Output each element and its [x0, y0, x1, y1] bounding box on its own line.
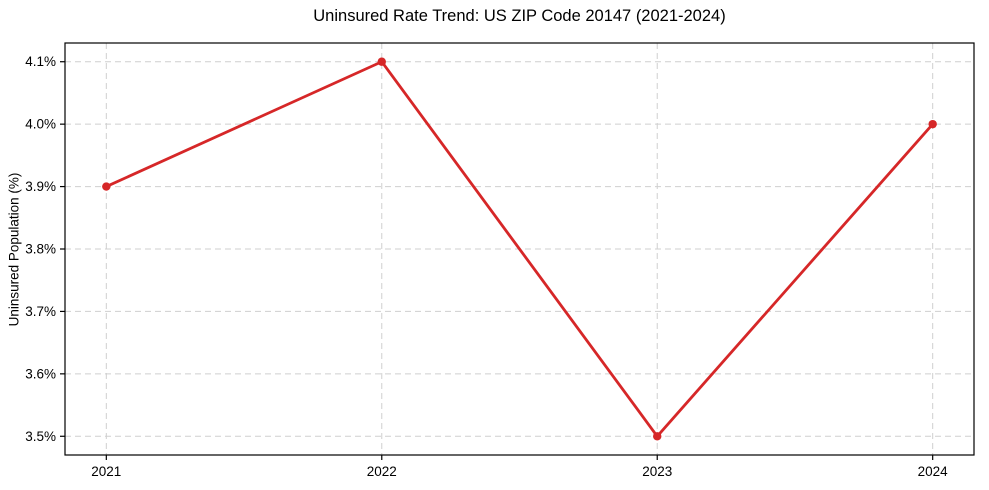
y-tick-label: 3.8%: [25, 242, 56, 257]
y-tick-label: 3.6%: [25, 366, 56, 381]
data-point-marker: [928, 119, 937, 129]
y-tick-label: 4.0%: [25, 117, 56, 132]
y-tick-label: 3.9%: [25, 179, 56, 194]
data-point-marker: [102, 182, 111, 191]
chart-title: Uninsured Rate Trend: US ZIP Code 20147 …: [313, 7, 726, 25]
data-point-marker: [377, 57, 386, 66]
y-tick-label: 3.7%: [25, 304, 56, 319]
x-tick-label: 2024: [918, 464, 949, 479]
x-tick-label: 2021: [91, 464, 121, 479]
y-tick-label: 3.5%: [25, 429, 56, 444]
y-tick-label: 4.1%: [25, 54, 56, 69]
data-point-marker: [653, 432, 662, 441]
trend-line: [104, 60, 935, 438]
x-tick-label: 2023: [642, 464, 672, 479]
x-tick-label: 2022: [367, 464, 397, 479]
